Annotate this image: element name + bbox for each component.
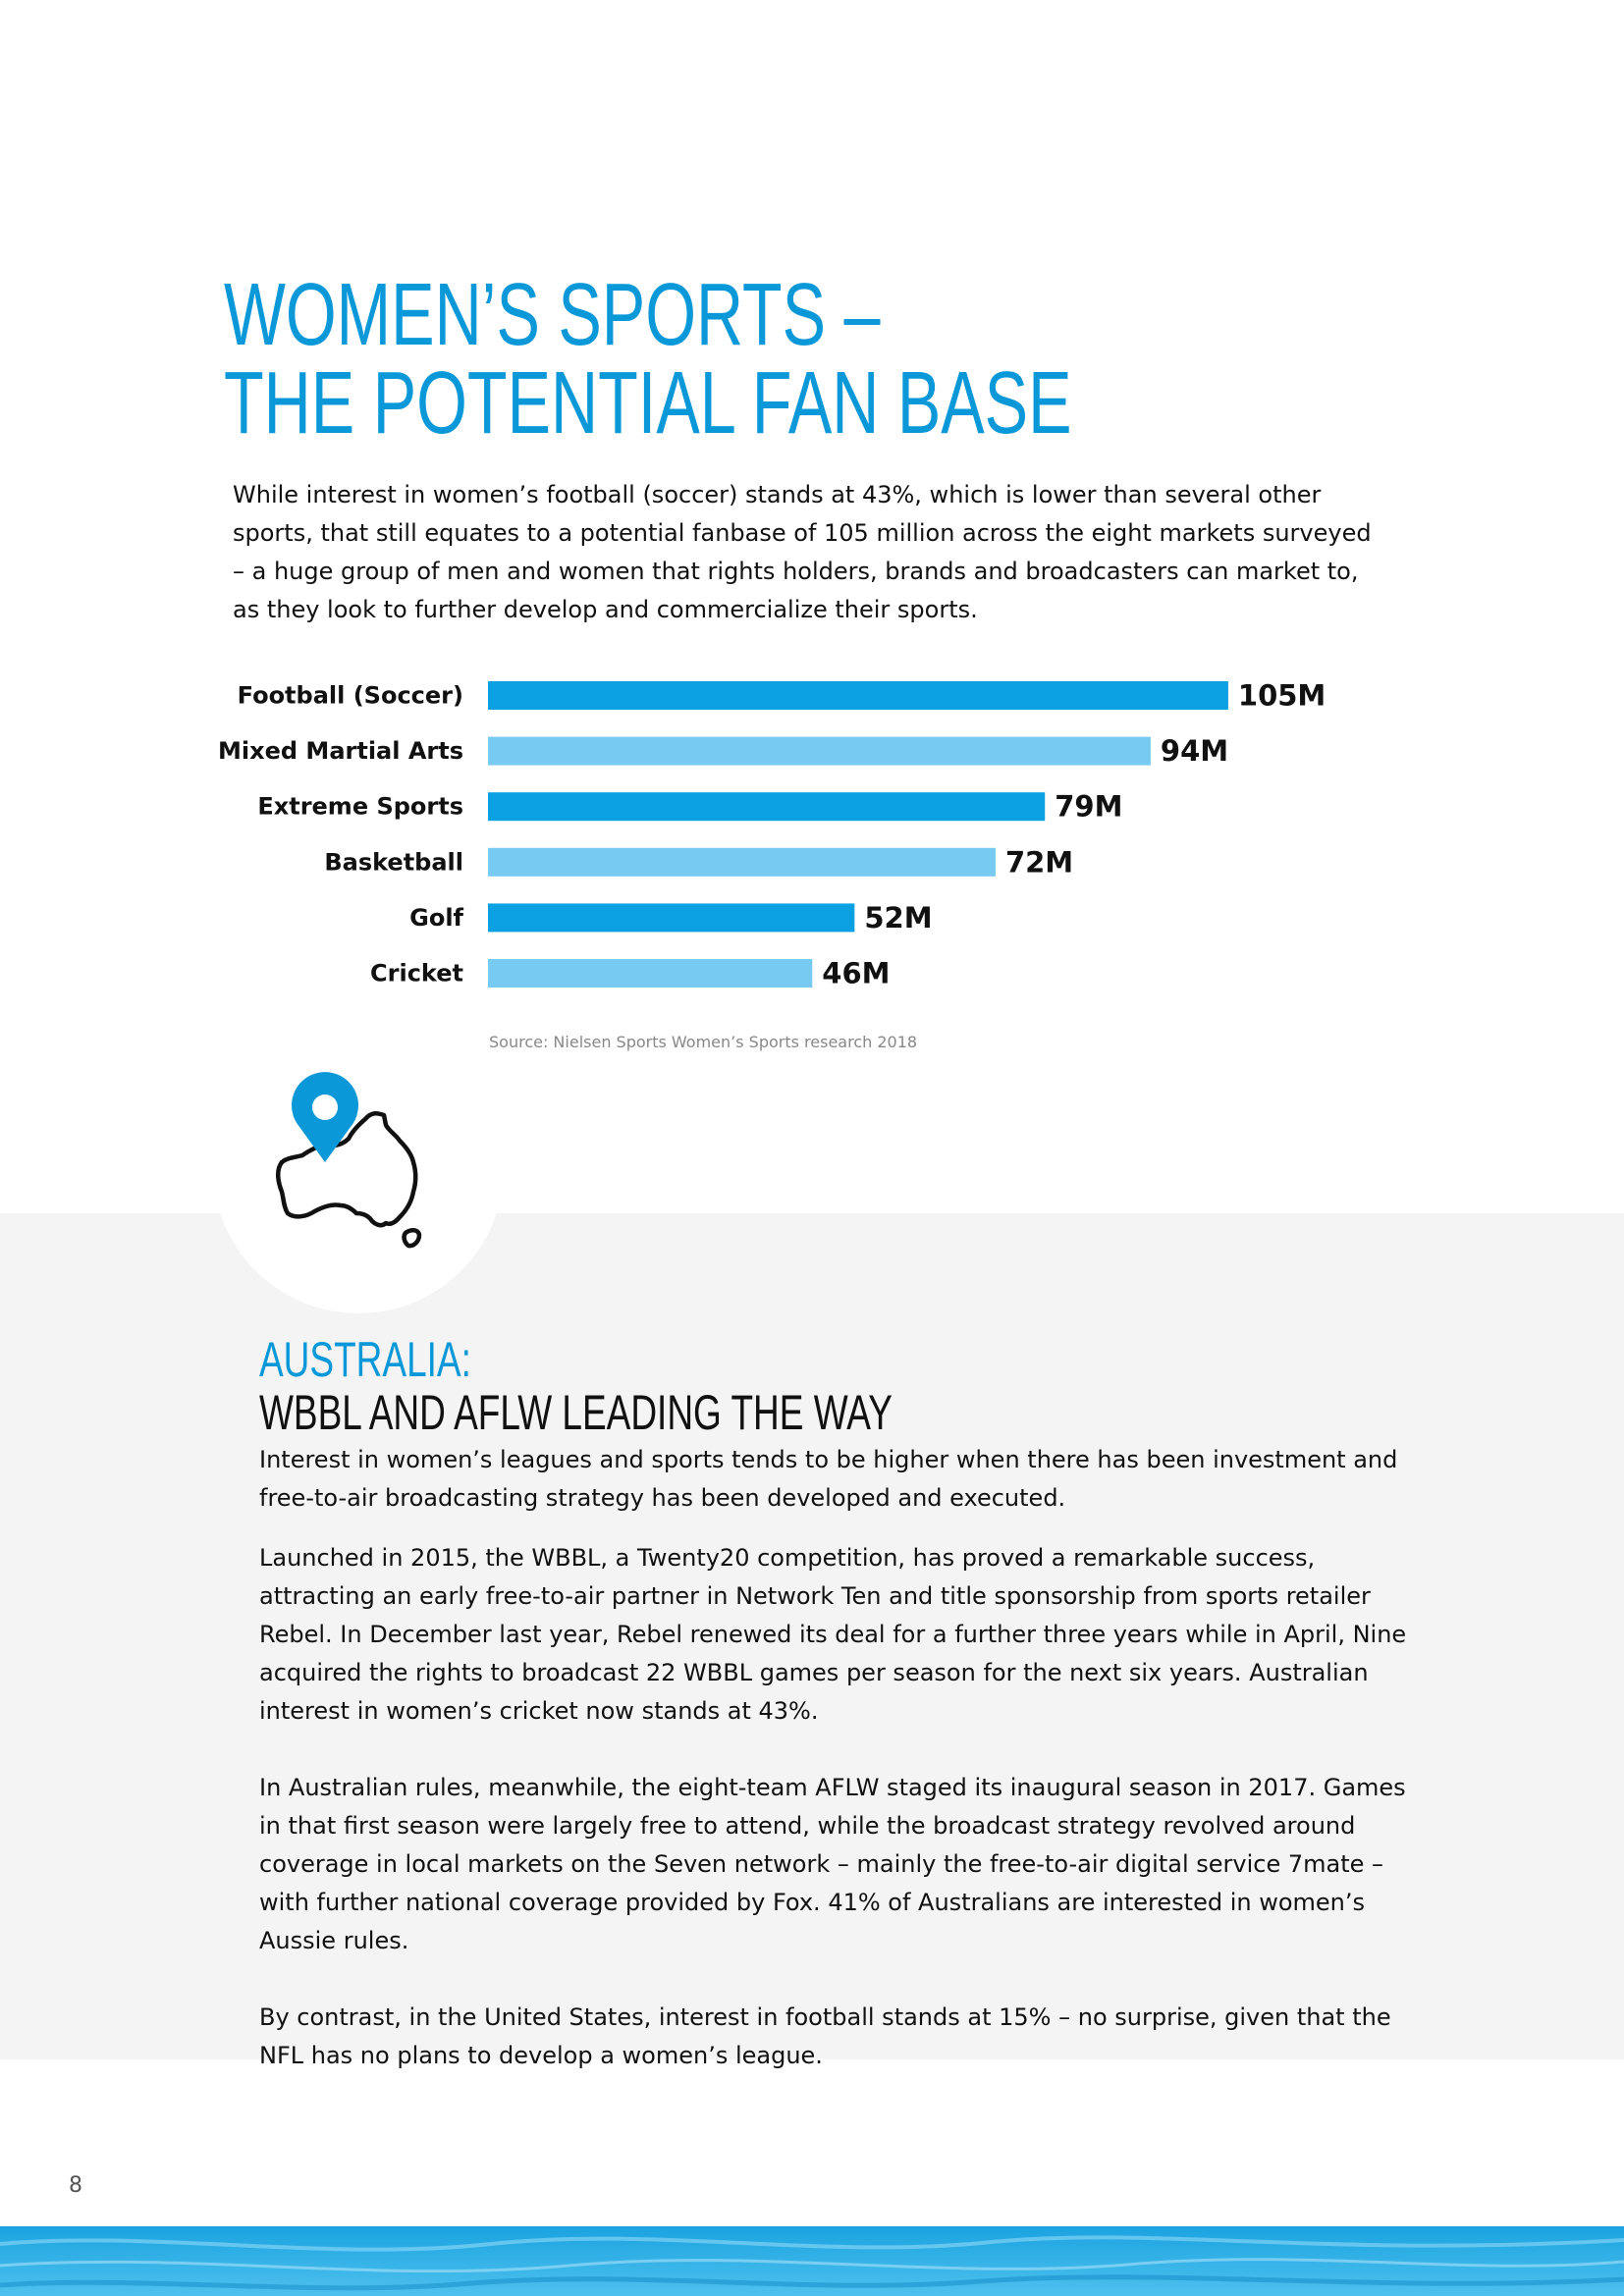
chart-source-note: Source: Nielsen Sports Women’s Sports re…: [489, 1033, 918, 1051]
category-label: Cricket: [370, 960, 463, 988]
category-label: Basketball: [324, 848, 463, 876]
bar-cricket: [488, 959, 813, 988]
page-title-line-1: WOMEN’S SPORTS –: [224, 266, 881, 364]
category-label: Mixed Martial Arts: [218, 737, 463, 765]
australia-paragraph-3: In Australian rules, meanwhile, the eigh…: [259, 1774, 1406, 1954]
australia-body: Interest in women’s leagues and sports t…: [259, 1441, 1418, 2113]
bar-golf: [488, 903, 855, 933]
australia-paragraph-2: Launched in 2015, the WBBL, a Twenty20 c…: [259, 1544, 1407, 1725]
australia-paragraph-4: By contrast, in the United States, inter…: [259, 2003, 1391, 2069]
australia-heading-blue: AUSTRALIA:: [259, 1332, 471, 1387]
tasmania-outline: [402, 1228, 422, 1249]
australia-heading-black: WBBL AND AFLW LEADING THE WAY: [259, 1385, 893, 1440]
bar-extreme-sports: [488, 792, 1046, 822]
value-label: 105M: [1238, 679, 1326, 713]
australia-heading: AUSTRALIA: WBBL AND AFLW LEADING THE WAY: [259, 1333, 893, 1439]
value-label: 52M: [864, 901, 932, 934]
bar-football-soccer: [488, 681, 1228, 710]
australia-map-pin-icon: [276, 1072, 422, 1249]
australia-paragraph-1: Interest in women’s leagues and sports t…: [259, 1446, 1398, 1512]
category-label: Football (Soccer): [238, 682, 463, 710]
australia-section-background: [0, 1213, 1624, 2059]
page-number: 8: [69, 2173, 82, 2198]
value-label: 79M: [1055, 790, 1122, 824]
value-label: 72M: [1005, 845, 1073, 879]
value-label: 46M: [822, 957, 890, 990]
intro-paragraph: While interest in women’s football (socc…: [233, 481, 1372, 623]
fanbase-bar-chart: Football (Soccer) 105M Mixed Martial Arts 9…: [218, 679, 1326, 990]
map-icon-circle: [213, 1023, 504, 1313]
page-title: WOMEN’S SPORTS – THE POTENTIAL FAN BASE: [224, 271, 1072, 448]
page-title-line-2: THE POTENTIAL FAN BASE: [224, 354, 1072, 453]
australia-outline: [276, 1111, 418, 1228]
decorative-water-footer: [0, 2226, 1624, 2296]
category-label: Golf: [409, 904, 463, 932]
location-pin-hole: [312, 1095, 338, 1120]
bar-basketball: [488, 847, 996, 877]
value-label: 94M: [1161, 734, 1228, 768]
category-label: Extreme Sports: [257, 793, 463, 821]
bar-mixed-martial-arts: [488, 736, 1151, 766]
